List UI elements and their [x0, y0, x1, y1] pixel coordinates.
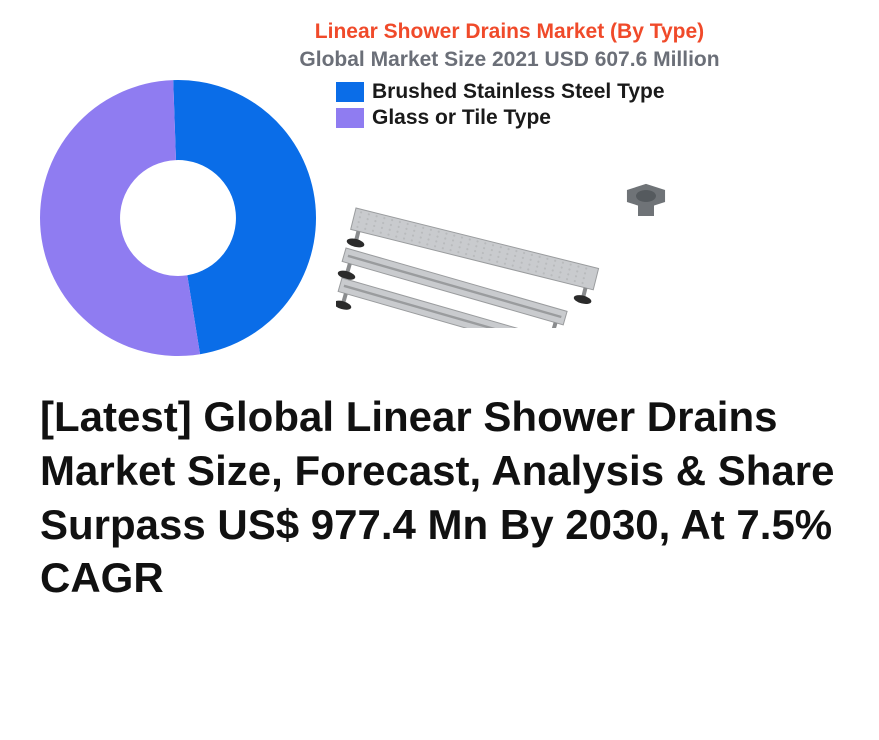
chart-subtitle: Global Market Size 2021 USD 607.6 Millio…	[40, 48, 839, 72]
infographic-top: Linear Shower Drains Market (By Type) Gl…	[40, 20, 839, 360]
legend-swatch	[336, 108, 364, 128]
legend-item: Glass or Tile Type	[336, 106, 839, 130]
product-illustration	[336, 148, 696, 328]
legend-item: Brushed Stainless Steel Type	[336, 80, 839, 104]
chart-legend: Brushed Stainless Steel Type Glass or Ti…	[336, 80, 839, 130]
article-headline: [Latest] Global Linear Shower Drains Mar…	[40, 390, 839, 605]
donut-chart	[40, 80, 316, 361]
right-column: Brushed Stainless Steel Type Glass or Ti…	[336, 80, 839, 333]
chart-title: Linear Shower Drains Market (By Type)	[40, 20, 839, 44]
legend-swatch	[336, 82, 364, 102]
legend-label: Glass or Tile Type	[372, 106, 551, 130]
legend-label: Brushed Stainless Steel Type	[372, 80, 665, 104]
content-row: Brushed Stainless Steel Type Glass or Ti…	[40, 80, 839, 361]
